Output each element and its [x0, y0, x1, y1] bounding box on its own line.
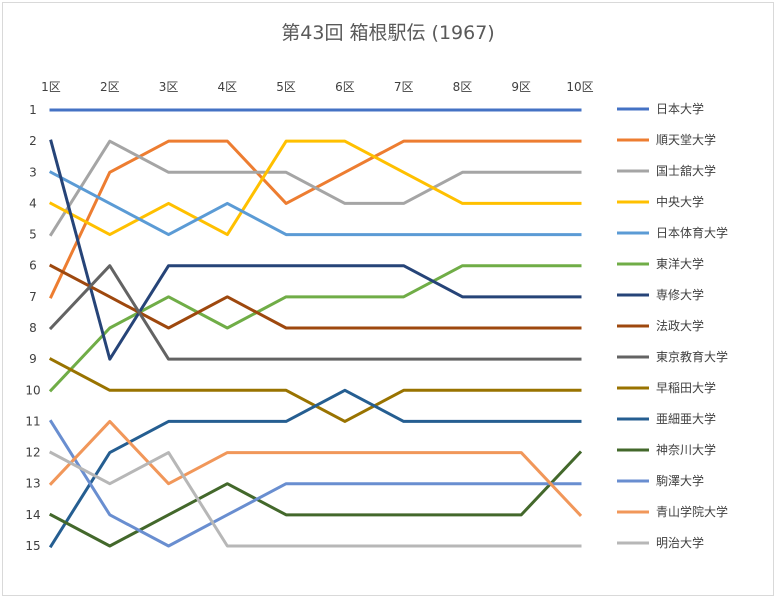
legend-label: 早稲田大学 — [656, 380, 716, 395]
legend-item: 専修大学 — [617, 287, 704, 302]
x-tick-label: 3区 — [159, 80, 179, 94]
x-tick-label: 7区 — [394, 80, 414, 94]
legend-label: 駒澤大学 — [656, 473, 704, 488]
legend-label: 明治大学 — [656, 535, 704, 550]
series-line-14 — [48, 419, 583, 517]
series-line-7 — [49, 139, 582, 361]
legend-item: 中央大学 — [617, 194, 704, 209]
x-tick-label: 8区 — [453, 80, 473, 94]
legend-label: 日本体育大学 — [656, 225, 728, 240]
legend-label: 国士舘大学 — [656, 163, 716, 178]
legend-item: 日本大学 — [617, 101, 704, 116]
series-line-13 — [48, 419, 582, 548]
x-tick-label: 5区 — [276, 80, 296, 94]
y-tick-label: 14 — [25, 508, 40, 522]
x-tick-label: 10区 — [566, 80, 593, 94]
series-line-2 — [49, 139, 582, 299]
x-axis-ticks: 1区 2区 3区 4区 5区 6区 7区 8区 9区 10区 — [41, 80, 593, 94]
x-tick-label: 2区 — [100, 80, 120, 94]
legend-item: 東京教育大学 — [617, 349, 728, 364]
y-tick-label: 7 — [29, 290, 37, 304]
legend-label: 亜細亜大学 — [656, 411, 716, 426]
legend-item: 東洋大学 — [617, 256, 704, 271]
y-tick-label: 10 — [25, 383, 40, 397]
series-lines — [48, 108, 583, 549]
y-tick-label: 8 — [29, 321, 37, 335]
legend-label: 神奈川大学 — [656, 442, 716, 457]
legend-item: 明治大学 — [617, 535, 704, 550]
legend-item: 早稲田大学 — [617, 380, 716, 395]
series-line-5 — [48, 170, 582, 237]
x-tick-label: 1区 — [41, 80, 61, 94]
y-tick-label: 13 — [25, 477, 40, 491]
legend-item: 神奈川大学 — [617, 442, 716, 457]
legend-item: 日本体育大学 — [617, 225, 728, 240]
y-tick-label: 6 — [29, 259, 37, 273]
legend-item: 国士舘大学 — [617, 163, 716, 178]
legend-label: 東京教育大学 — [656, 349, 728, 364]
y-tick-label: 12 — [25, 446, 40, 460]
chart-title: 第43回 箱根駅伝 (1967) — [281, 22, 494, 44]
y-tick-label: 9 — [29, 352, 37, 366]
x-tick-label: 9区 — [511, 80, 531, 94]
legend-label: 順天堂大学 — [656, 132, 716, 147]
legend-label: 中央大学 — [656, 194, 704, 209]
series-line-3 — [48, 139, 582, 237]
line-chart: 第43回 箱根駅伝 (1967) 1区 2区 3区 4区 5区 6区 7区 8区 9区 10区 1… — [25, 22, 728, 553]
series-line-11 — [48, 388, 582, 549]
y-tick-label: 3 — [29, 165, 37, 179]
x-tick-label: 4区 — [218, 80, 238, 94]
legend-item: 法政大学 — [617, 318, 704, 333]
y-tick-label: 11 — [25, 414, 40, 428]
series-line-10 — [48, 357, 582, 423]
series-line-12 — [48, 450, 583, 548]
y-tick-label: 2 — [29, 134, 37, 148]
legend-label: 東洋大学 — [656, 256, 704, 271]
legend-label: 青山学院大学 — [656, 504, 728, 519]
y-tick-label: 1 — [29, 103, 37, 117]
legend-item: 駒澤大学 — [617, 473, 704, 488]
series-line-9 — [48, 264, 582, 361]
y-tick-label: 5 — [29, 228, 37, 242]
legend-label: 専修大学 — [656, 287, 704, 302]
legend-label: 法政大学 — [656, 318, 704, 333]
legend-item: 亜細亜大学 — [617, 411, 716, 426]
series-line-15 — [48, 450, 582, 548]
legend-label: 日本大学 — [656, 101, 704, 116]
legend: 日本大学順天堂大学国士舘大学中央大学日本体育大学東洋大学専修大学法政大学東京教育… — [617, 101, 728, 550]
y-tick-label: 4 — [29, 196, 37, 210]
x-tick-label: 6区 — [335, 80, 355, 94]
legend-item: 順天堂大学 — [617, 132, 716, 147]
y-tick-label: 15 — [25, 539, 40, 553]
legend-item: 青山学院大学 — [617, 504, 728, 519]
